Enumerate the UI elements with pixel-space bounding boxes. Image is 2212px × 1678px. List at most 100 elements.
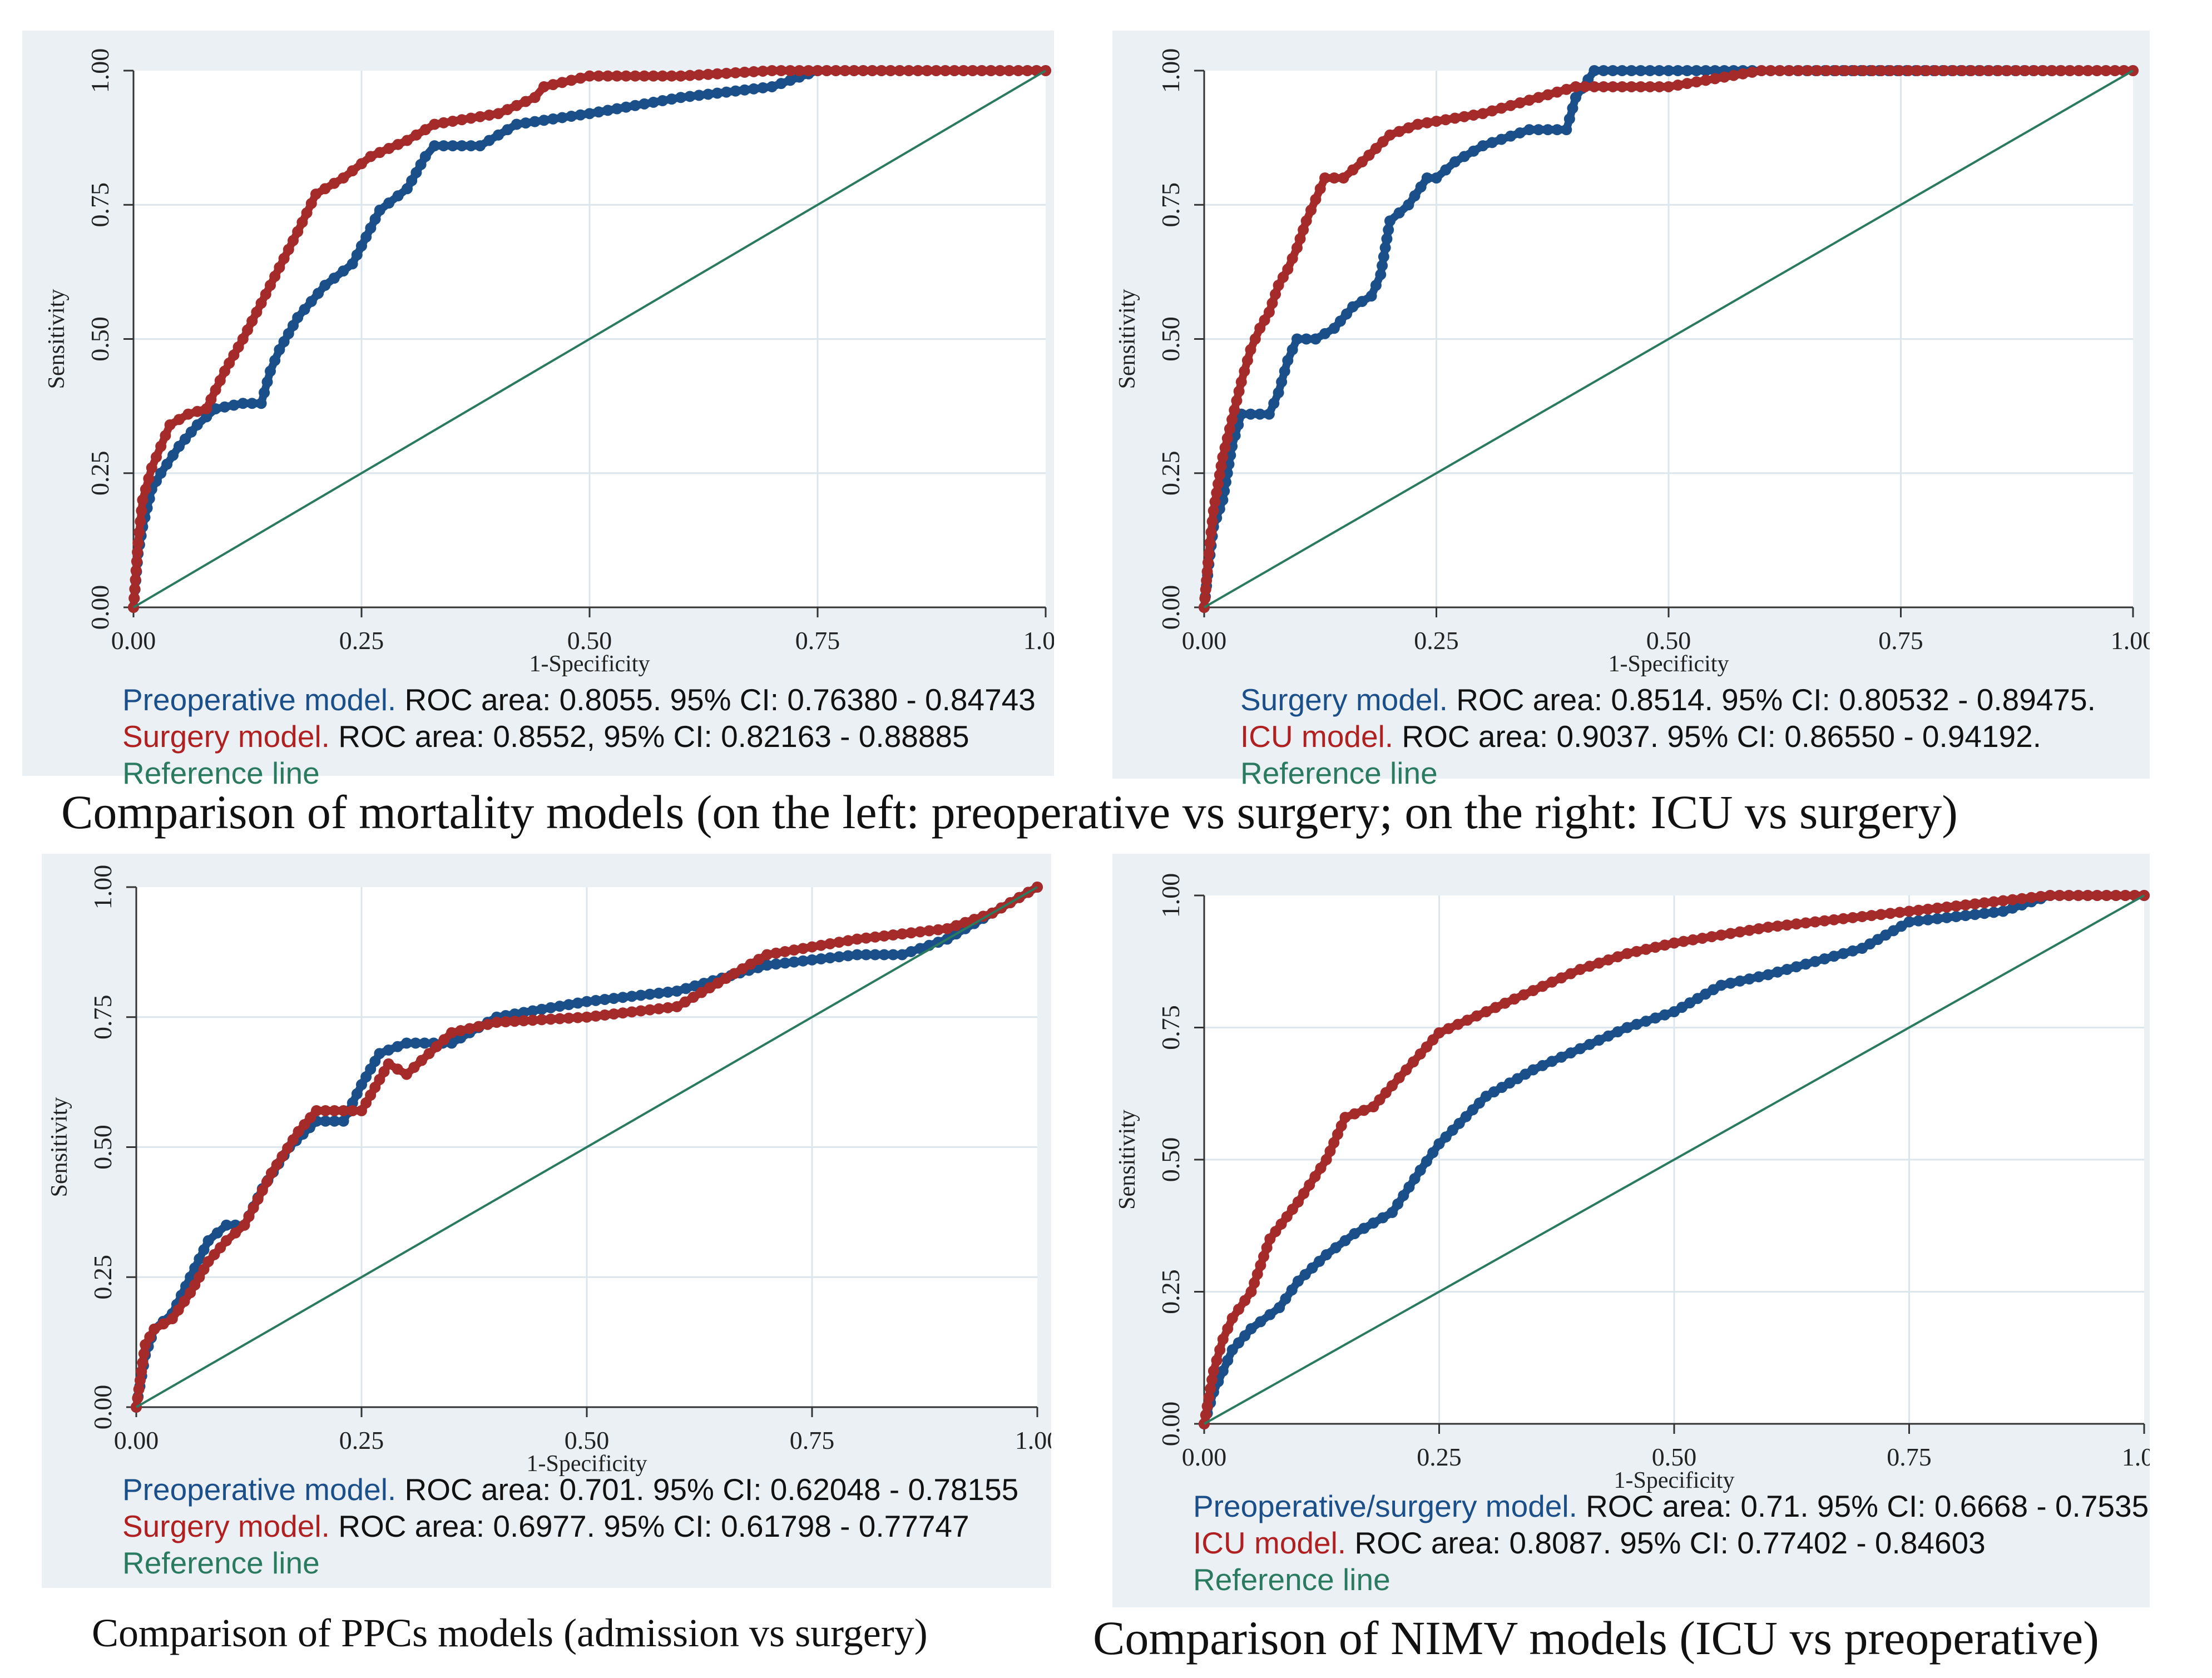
roc-point (146, 462, 157, 474)
legend-label-surgery: Surgery model. (122, 719, 330, 754)
roc-point (1393, 207, 1405, 219)
roc-point (211, 1227, 223, 1239)
roc-point (1294, 233, 1306, 245)
y-tick-label: 0.75 (1156, 1005, 1185, 1050)
roc-point (1330, 1242, 1342, 1254)
series-surgery-model (128, 65, 1051, 613)
roc-point (1992, 65, 2004, 76)
roc-point (1274, 1302, 1285, 1313)
roc-point (1433, 1027, 1445, 1038)
roc-panel-ppcs: 0.000.00 0.25 0.25 0.50 0.50 0.75 0.75 1.00 1.00… (42, 854, 1051, 1588)
roc-point (702, 68, 714, 80)
roc-point (1204, 537, 1216, 549)
roc-point (1929, 65, 1941, 76)
roc-point (1379, 242, 1391, 254)
roc-point (1239, 1295, 1251, 1306)
roc-point (575, 72, 586, 84)
roc-point (182, 408, 194, 420)
roc-point (438, 140, 449, 152)
roc-point (1433, 1138, 1445, 1150)
x-tick-label: 0.25 (339, 1426, 384, 1454)
roc-point (1819, 915, 1830, 927)
roc-point (1222, 1323, 1234, 1334)
roc-point (761, 949, 773, 961)
roc-point (287, 1134, 299, 1146)
roc-point (143, 473, 155, 484)
roc-point (221, 1235, 232, 1246)
roc-point (1546, 1056, 1558, 1067)
roc-point (189, 1262, 201, 1274)
roc-point (1440, 164, 1452, 176)
roc-point (259, 387, 270, 398)
roc-point (556, 77, 568, 88)
roc-point (839, 65, 851, 76)
roc-point (1681, 65, 1693, 76)
roc-point (1211, 1355, 1223, 1366)
roc-point (538, 81, 550, 92)
y-tick-label: 0.75 (86, 182, 114, 227)
roc-point (1261, 1242, 1273, 1254)
roc-point (1263, 408, 1275, 420)
roc-point (1565, 968, 1577, 979)
legend-label-surgery: Surgery model. (122, 1509, 330, 1543)
roc-point (572, 997, 583, 1009)
roc-point (1978, 908, 1990, 919)
roc-point (833, 951, 845, 963)
roc-point (2109, 65, 2121, 76)
roc-point (684, 70, 696, 81)
roc-point (1449, 156, 1461, 168)
roc-point (511, 100, 522, 111)
roc-point (374, 1048, 385, 1060)
roc-point (1570, 92, 1581, 103)
roc-point (635, 1005, 647, 1017)
legend-row-reference: Reference line (1240, 755, 2096, 791)
roc-point (1744, 924, 1755, 936)
y-axis-label: Sensitivity (44, 289, 70, 389)
roc-point (137, 494, 149, 506)
roc-point (1902, 65, 1914, 76)
roc-point (1947, 65, 1959, 76)
roc-point (292, 226, 304, 237)
legend-label-icu: ICU model. (1193, 1526, 1347, 1560)
roc-point (1293, 1275, 1304, 1287)
y-tick-label: 0.50 (1156, 316, 1185, 362)
roc-point (824, 938, 836, 949)
roc-point (1583, 1038, 1595, 1050)
roc-point (155, 467, 167, 479)
roc-point (155, 440, 167, 452)
roc-point (392, 138, 404, 150)
roc-point (1496, 102, 1507, 114)
roc-point (527, 1014, 538, 1026)
roc-point (671, 1001, 682, 1013)
legend-row-reference: Reference line (1193, 1561, 2149, 1598)
roc-point (1201, 575, 1213, 586)
roc-point (149, 1323, 160, 1335)
roc-point (720, 973, 732, 984)
roc-point (374, 204, 385, 216)
roc-point (415, 159, 427, 170)
roc-point (329, 1105, 340, 1117)
roc-point (1473, 1097, 1485, 1109)
roc-point (369, 213, 381, 225)
roc-point (1328, 1137, 1340, 1149)
roc-point (255, 398, 267, 409)
roc-point (1867, 65, 1878, 76)
roc-point (1865, 910, 1877, 922)
roc-point (914, 943, 926, 954)
roc-point (753, 954, 765, 966)
roc-point (1012, 65, 1024, 76)
roc-point (410, 167, 422, 179)
roc-point (1365, 290, 1377, 302)
roc-point (374, 147, 385, 159)
roc-point (770, 947, 782, 959)
roc-point (684, 91, 696, 102)
roc-point (1640, 943, 1652, 955)
roc-point (529, 116, 541, 127)
roc-point (1709, 73, 1721, 85)
roc-point (1467, 1104, 1478, 1116)
roc-point (1314, 1255, 1325, 1267)
roc-point (1320, 1154, 1332, 1165)
roc-point (1233, 1304, 1244, 1315)
roc-point (1249, 1277, 1260, 1289)
roc-point (848, 65, 860, 76)
